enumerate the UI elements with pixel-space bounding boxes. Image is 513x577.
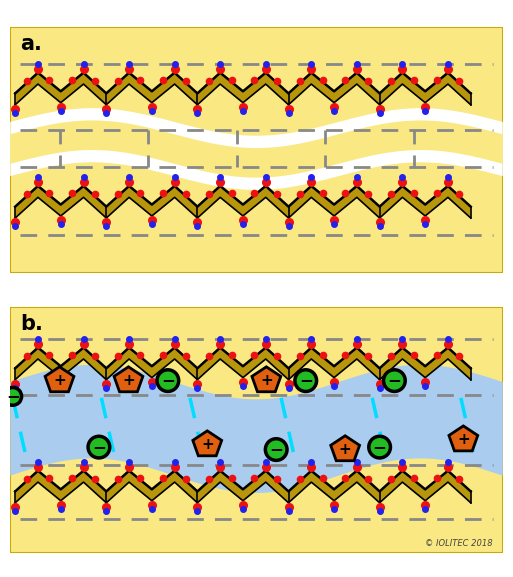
Text: +: + (53, 373, 66, 388)
Text: +: + (201, 437, 213, 452)
FancyBboxPatch shape (10, 27, 503, 273)
Polygon shape (114, 367, 143, 392)
Circle shape (4, 388, 22, 405)
Text: © IOLITEC 2018: © IOLITEC 2018 (425, 539, 493, 548)
Polygon shape (10, 121, 503, 178)
Text: −: − (6, 387, 19, 405)
Polygon shape (10, 108, 503, 190)
Polygon shape (193, 431, 222, 456)
Text: −: − (387, 371, 401, 389)
Polygon shape (252, 367, 281, 392)
Polygon shape (45, 367, 74, 392)
Polygon shape (15, 73, 471, 105)
Text: +: + (339, 442, 351, 457)
Text: −: − (269, 440, 283, 458)
Polygon shape (331, 436, 360, 460)
Circle shape (384, 370, 405, 391)
Polygon shape (10, 365, 503, 493)
Text: +: + (122, 373, 135, 388)
Text: a.: a. (20, 34, 42, 54)
Text: −: − (372, 437, 387, 456)
Text: −: − (161, 371, 175, 389)
Polygon shape (15, 471, 471, 503)
FancyBboxPatch shape (10, 307, 503, 553)
Circle shape (265, 439, 287, 460)
Polygon shape (449, 426, 478, 451)
Circle shape (295, 370, 317, 391)
Circle shape (369, 436, 390, 458)
Circle shape (157, 370, 179, 391)
Circle shape (88, 436, 110, 458)
Text: −: − (299, 371, 313, 389)
Polygon shape (15, 347, 471, 380)
Text: b.: b. (20, 314, 43, 334)
Text: +: + (457, 432, 470, 447)
Polygon shape (15, 186, 471, 218)
Text: +: + (260, 373, 273, 388)
Text: −: − (92, 437, 106, 456)
